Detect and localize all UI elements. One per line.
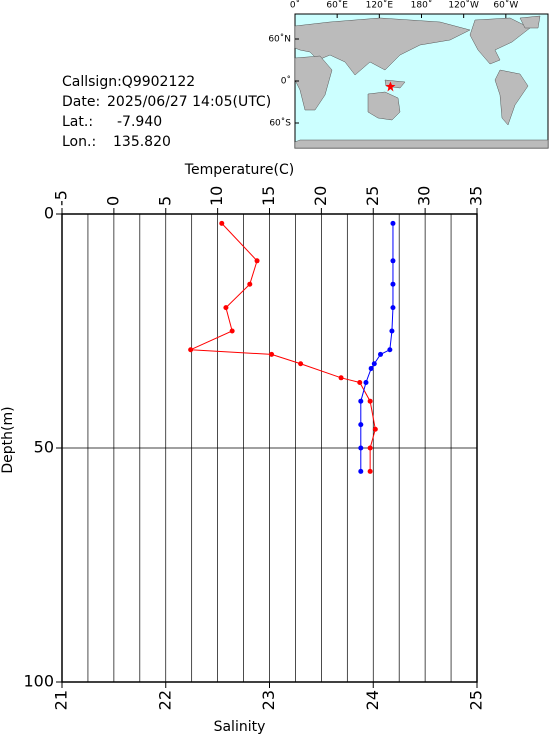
- top-tick-label: 30: [415, 186, 434, 206]
- profile-point: [367, 445, 373, 451]
- profile-point: [357, 379, 363, 385]
- top-tick-label: 0: [103, 196, 122, 206]
- profile-point: [223, 305, 229, 311]
- bottom-axis-label: Salinity: [214, 719, 266, 735]
- profile-point: [358, 445, 364, 451]
- lon: 135.820: [113, 134, 171, 150]
- profile-point: [358, 422, 364, 428]
- continents: [294, 15, 549, 149]
- bottom-tick-label: 21: [52, 690, 71, 710]
- top-tick-label: 15: [259, 186, 278, 206]
- map-y-label: 60˚N: [268, 34, 291, 45]
- lat-label: Lat.:: [62, 114, 93, 130]
- map-x-label: 120˚E: [366, 0, 394, 11]
- top-tick-label: 20: [311, 186, 330, 206]
- y-axis-label: Depth(m): [0, 406, 16, 473]
- profile-point: [298, 361, 304, 367]
- profile-point: [358, 468, 364, 474]
- profile-point: [363, 379, 369, 385]
- profile-point: [338, 375, 344, 381]
- map-x-label: 180˚: [411, 0, 433, 11]
- profile-point: [219, 220, 225, 226]
- profile-point: [254, 258, 260, 264]
- info: Callsign:Q9902122 Date: 2025/06/27 14:05…: [62, 74, 271, 150]
- profile-point: [390, 258, 396, 264]
- date: 2025/06/27 14:05(UTC): [107, 94, 271, 110]
- top-tick-label: 25: [363, 186, 382, 206]
- callsign: Callsign:Q9902122: [62, 74, 195, 90]
- bottom-tick-label: 22: [155, 690, 174, 710]
- profile-point: [229, 328, 235, 334]
- map: 0˚ 60˚E 120˚E 180˚ 120˚W 60˚W 60˚N 0˚ 60˚S: [268, 0, 549, 149]
- y-tick-label: 100: [23, 672, 54, 691]
- profile-point: [390, 305, 396, 311]
- profile-point: [378, 351, 384, 357]
- profile-line: [360, 223, 394, 472]
- map-y-label: 0˚: [281, 76, 291, 87]
- profile-point: [247, 281, 253, 287]
- top-tick-label: 10: [207, 186, 226, 206]
- profile-point: [390, 281, 396, 287]
- profile-point: [387, 347, 393, 353]
- profile-point: [389, 328, 395, 334]
- date-label: Date:: [62, 94, 100, 110]
- position-star: [385, 81, 396, 92]
- top-tick-label: 5: [155, 196, 174, 206]
- profile-point: [188, 347, 194, 353]
- profile-point: [358, 398, 364, 404]
- top-axis-label: Temperature(C): [184, 162, 294, 178]
- bottom-tick-label: 24: [363, 690, 382, 710]
- map-x-label: 0˚: [290, 0, 300, 11]
- profile-point: [367, 468, 373, 474]
- y-tick-label: 0: [44, 204, 54, 223]
- bottom-tick-label: 23: [259, 690, 278, 710]
- map-x-label: 60˚E: [326, 0, 348, 11]
- map-y-label: 60˚S: [269, 118, 291, 129]
- profile-point: [367, 398, 373, 404]
- map-x-label: 120˚W: [448, 0, 479, 11]
- y-tick-label: 50: [34, 438, 54, 457]
- profile-point: [368, 365, 374, 371]
- profile-line: [190, 223, 376, 472]
- lon-label: Lon.:: [62, 134, 96, 150]
- bottom-tick-label: 25: [467, 690, 486, 710]
- profile-point: [371, 361, 377, 367]
- map-x-label: 60˚W: [493, 0, 518, 11]
- top-tick-label: 35: [467, 186, 486, 206]
- top-tick-label: -5: [52, 190, 71, 206]
- profile-point: [372, 426, 378, 432]
- profile-point: [390, 220, 396, 226]
- profile-point: [269, 351, 275, 357]
- lat: -7.940: [117, 114, 162, 130]
